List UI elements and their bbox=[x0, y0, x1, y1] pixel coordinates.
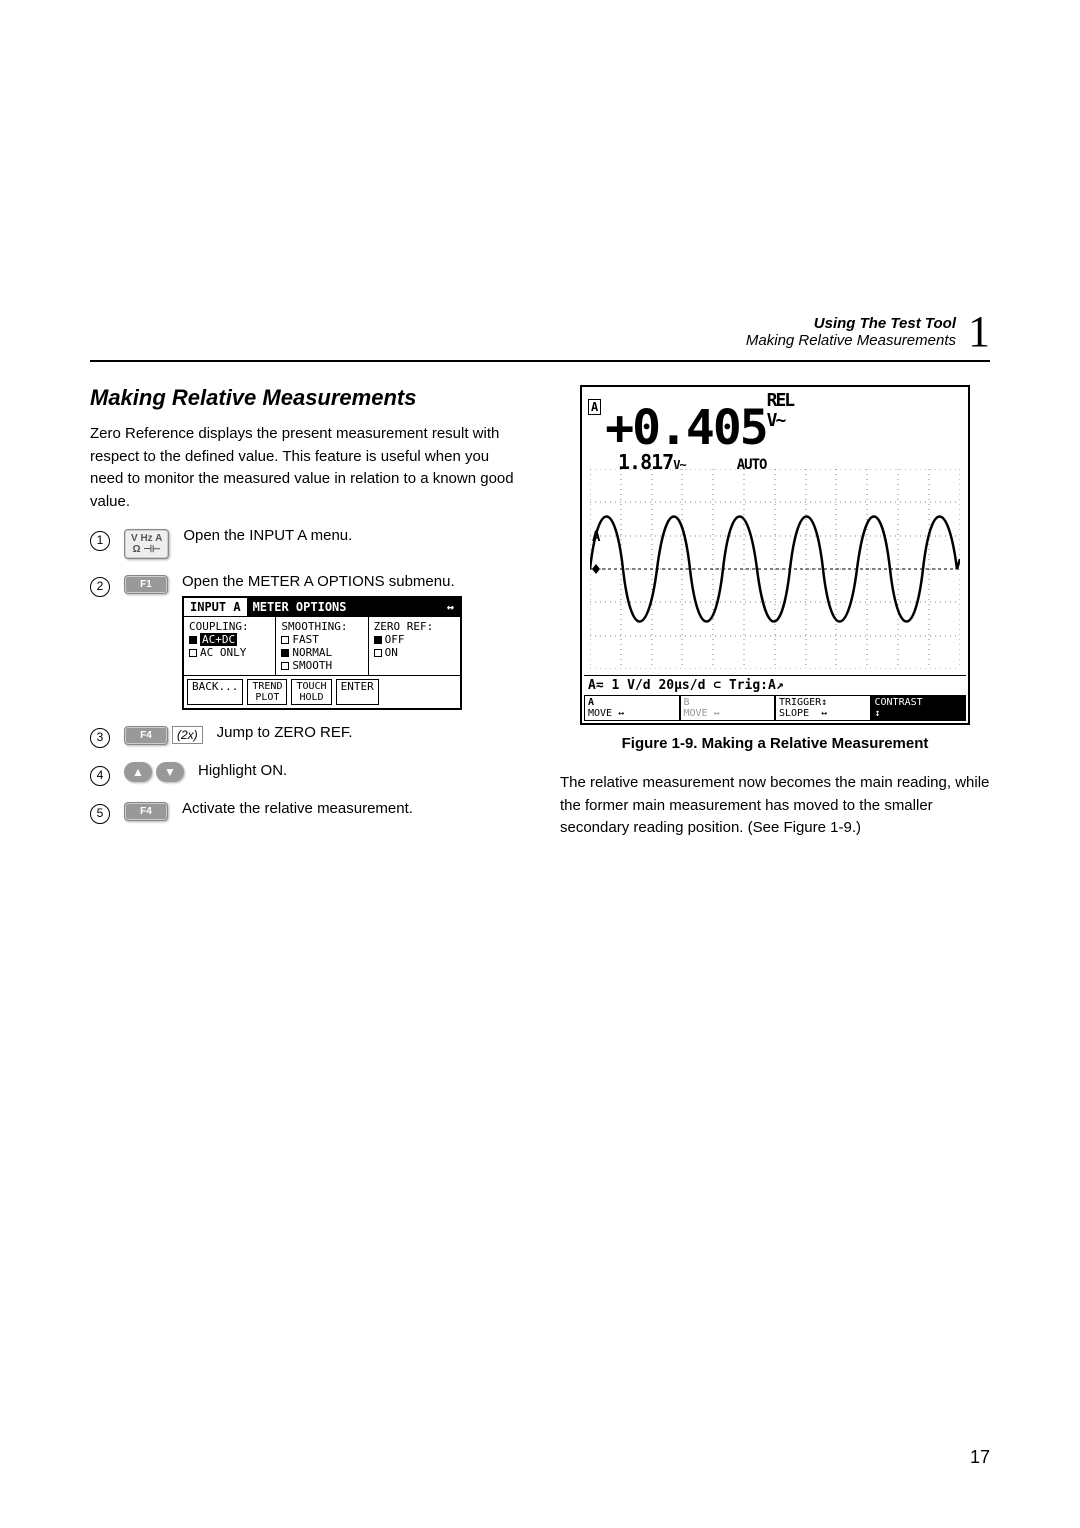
menu-btn-trend: TRENDPLOT bbox=[247, 679, 287, 705]
step-4-text: Highlight ON. bbox=[198, 762, 520, 779]
scope-status-line: A≂ 1 V/d 20µs/d ⊂ Trig:A↗ bbox=[584, 676, 966, 695]
menu-col-2: SMOOTHING: FAST NORMAL SMOOTH bbox=[276, 617, 368, 675]
down-arrow-key: ▼ bbox=[156, 762, 184, 782]
scope-screenshot: A +0.405RELV~ 1.817V~ AUTO bbox=[580, 385, 970, 725]
key-f4-b: F4 bbox=[124, 802, 168, 821]
menu-footer: BACK... TRENDPLOT TOUCHHOLD ENTER bbox=[184, 675, 460, 708]
main-reading: +0.405RELV~ bbox=[605, 391, 793, 450]
page-number: 17 bbox=[970, 1447, 990, 1468]
col1-head: COUPLING: bbox=[189, 620, 270, 633]
key-vhza: V Hz A Ω ⊣⊢ bbox=[124, 529, 169, 559]
step-5-text: Activate the relative measurement. bbox=[182, 800, 520, 817]
section-title: Making Relative Measurements bbox=[90, 385, 520, 411]
main-reading-value: +0.405 bbox=[605, 400, 766, 456]
empty-box-icon bbox=[189, 649, 197, 657]
chapter-number: 1 bbox=[968, 310, 990, 354]
scope-readings: A +0.405RELV~ 1.817V~ AUTO bbox=[582, 387, 968, 474]
channel-a-icon: A bbox=[588, 399, 601, 415]
intro-text: Zero Reference displays the present meas… bbox=[90, 423, 520, 513]
step-2-text: Open the METER A OPTIONS submenu. bbox=[182, 573, 455, 590]
step-1-text: Open the INPUT A menu. bbox=[183, 527, 520, 544]
col3-opt1-text: OFF bbox=[385, 633, 405, 646]
menu-title-right-text: METER OPTIONS bbox=[253, 600, 347, 614]
page-header: Using The Test Tool Making Relative Meas… bbox=[746, 310, 990, 354]
filled-box-icon bbox=[281, 649, 289, 657]
col3-opt1: OFF bbox=[374, 633, 455, 646]
steps-list: 1 V Hz A Ω ⊣⊢ Open the INPUT A menu. 2 F… bbox=[90, 527, 520, 824]
unit-rel: REL bbox=[767, 390, 794, 411]
step-5: 5 F4 Activate the relative measurement. bbox=[90, 800, 520, 824]
col2-opt1-text: FAST bbox=[292, 633, 319, 646]
col2-opt3: SMOOTH bbox=[281, 659, 362, 672]
scope-waveform: A bbox=[590, 469, 960, 669]
col2-head: SMOOTHING: bbox=[281, 620, 362, 633]
col2-opt3-text: SMOOTH bbox=[292, 659, 332, 672]
arrow-keys: ▲ ▼ bbox=[124, 762, 184, 782]
softkey-a-move: AMOVE ↔ bbox=[584, 695, 680, 721]
scope-softkeys: AMOVE ↔ BMOVE ↔ TRIGGER↕SLOPE ↔ CONTRAST… bbox=[584, 695, 966, 721]
step-2: 2 F1 Open the METER A OPTIONS submenu. I… bbox=[90, 573, 520, 710]
step-3-text: Jump to ZERO REF. bbox=[217, 724, 520, 741]
col3-head: ZERO REF: bbox=[374, 620, 455, 633]
step-4: 4 ▲ ▼ Highlight ON. bbox=[90, 762, 520, 786]
header-title: Using The Test Tool bbox=[746, 315, 956, 332]
header-rule bbox=[90, 360, 990, 362]
scope-bottom: A≂ 1 V/d 20µs/d ⊂ Trig:A↗ AMOVE ↔ BMOVE … bbox=[584, 675, 966, 721]
unit-v: V~ bbox=[767, 410, 785, 431]
col1-opt2: AC ONLY bbox=[189, 646, 270, 659]
step-num-1: 1 bbox=[90, 531, 110, 551]
col1-opt2-text: AC ONLY bbox=[200, 646, 246, 659]
menu-col-1: COUPLING: AC+DC AC ONLY bbox=[184, 617, 276, 675]
menu-btn-touch: TOUCHHOLD bbox=[291, 679, 331, 705]
softkey-b-move: BMOVE ↔ bbox=[680, 695, 776, 721]
softkey-contrast: CONTRAST↕ bbox=[871, 695, 967, 721]
menu-body: COUPLING: AC+DC AC ONLY SMOOTHING: FAST … bbox=[184, 616, 460, 675]
col2-opt2-text: NORMAL bbox=[292, 646, 332, 659]
menu-screenshot: INPUT A METER OPTIONS ↔ COUPLING: AC+DC … bbox=[182, 596, 462, 710]
nav-arrows-icon: ↔ bbox=[447, 600, 454, 614]
col3-opt2-text: ON bbox=[385, 646, 398, 659]
empty-box-icon bbox=[281, 662, 289, 670]
empty-box-icon bbox=[374, 649, 382, 657]
menu-title-left: INPUT A bbox=[184, 598, 247, 616]
up-arrow-key: ▲ bbox=[124, 762, 152, 782]
filled-box-icon bbox=[374, 636, 382, 644]
key-f1: F1 bbox=[124, 575, 168, 594]
left-column: Making Relative Measurements Zero Refere… bbox=[90, 385, 520, 854]
figure-caption: Figure 1-9. Making a Relative Measuremen… bbox=[560, 735, 990, 752]
step-3: 3 F4 (2x) Jump to ZERO REF. bbox=[90, 724, 520, 748]
col1-opt1-text: AC+DC bbox=[200, 633, 237, 646]
menu-title-right: METER OPTIONS ↔ bbox=[247, 598, 460, 616]
col2-opt2: NORMAL bbox=[281, 646, 362, 659]
empty-box-icon bbox=[281, 636, 289, 644]
step-2-textblock: Open the METER A OPTIONS submenu. INPUT … bbox=[182, 573, 520, 710]
step-num-2: 2 bbox=[90, 577, 110, 597]
step-1: 1 V Hz A Ω ⊣⊢ Open the INPUT A menu. bbox=[90, 527, 520, 559]
key-f4: F4 bbox=[124, 726, 168, 745]
content-columns: Making Relative Measurements Zero Refere… bbox=[90, 385, 990, 854]
menu-col-3: ZERO REF: OFF ON bbox=[369, 617, 460, 675]
menu-btn-enter: ENTER bbox=[336, 679, 379, 705]
softkey-trigger: TRIGGER↕SLOPE ↔ bbox=[775, 695, 871, 721]
col3-opt2: ON bbox=[374, 646, 455, 659]
repeat-2x: (2x) bbox=[172, 726, 203, 744]
filled-box-icon bbox=[189, 636, 197, 644]
right-body-text: The relative measurement now becomes the… bbox=[560, 772, 990, 840]
header-subtitle: Making Relative Measurements bbox=[746, 332, 956, 349]
header-text-block: Using The Test Tool Making Relative Meas… bbox=[746, 315, 956, 349]
col1-opt1: AC+DC bbox=[189, 633, 270, 646]
step-num-4: 4 bbox=[90, 766, 110, 786]
step-num-5: 5 bbox=[90, 804, 110, 824]
step-num-3: 3 bbox=[90, 728, 110, 748]
right-column: A +0.405RELV~ 1.817V~ AUTO bbox=[560, 385, 990, 854]
key-line1: V Hz A bbox=[131, 533, 162, 544]
col2-opt1: FAST bbox=[281, 633, 362, 646]
menu-btn-back: BACK... bbox=[187, 679, 243, 705]
key-line2: Ω ⊣⊢ bbox=[133, 544, 161, 555]
menu-titlebar: INPUT A METER OPTIONS ↔ bbox=[184, 598, 460, 616]
main-unit: RELV~ bbox=[767, 391, 794, 431]
